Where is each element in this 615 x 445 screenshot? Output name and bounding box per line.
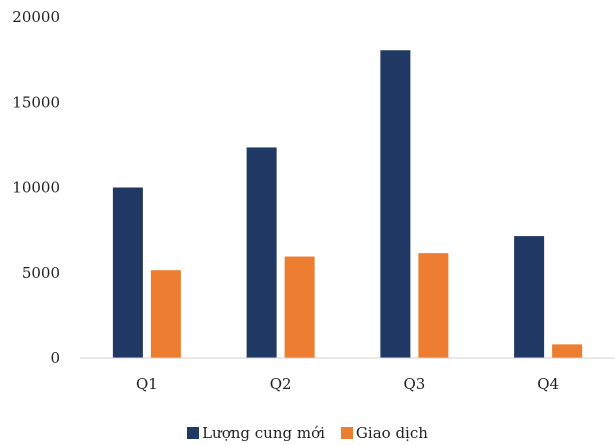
bars xyxy=(112,50,583,359)
bar-series-1-q3 xyxy=(380,50,411,359)
x-tick-label-q4: Q4 xyxy=(537,375,559,393)
bar-series-2-q4 xyxy=(552,344,583,358)
bar-series-1-q1 xyxy=(112,187,143,358)
bar-series-1-q2 xyxy=(246,147,277,358)
legend-item-series-1: Lượng cung mới xyxy=(187,424,325,442)
x-axis-ticks: Q1 Q2 Q3 Q4 xyxy=(136,375,559,393)
bar-series-1-q4 xyxy=(514,236,545,358)
y-tick-label-4: 20000 xyxy=(12,8,60,26)
legend-label-series-1: Lượng cung mới xyxy=(202,424,325,442)
y-tick-label-1: 5000 xyxy=(22,264,60,282)
legend: Lượng cung mới Giao dịch xyxy=(0,424,615,442)
y-axis-ticks: 0 5000 10000 15000 20000 xyxy=(12,8,60,367)
legend-swatch-series-2 xyxy=(340,427,353,439)
legend-swatch-series-1 xyxy=(187,427,200,439)
legend-item-series-2: Giao dịch xyxy=(340,424,428,442)
y-tick-label-3: 15000 xyxy=(12,93,60,111)
bar-series-2-q1 xyxy=(150,270,181,358)
x-tick-label-q2: Q2 xyxy=(270,375,292,393)
y-tick-label-0: 0 xyxy=(50,349,60,367)
legend-label-series-2: Giao dịch xyxy=(355,424,428,442)
y-tick-label-2: 10000 xyxy=(12,179,60,197)
x-tick-label-q1: Q1 xyxy=(136,375,158,393)
bar-series-2-q3 xyxy=(418,253,449,358)
x-tick-label-q3: Q3 xyxy=(403,375,425,393)
bar-series-2-q2 xyxy=(284,256,315,358)
